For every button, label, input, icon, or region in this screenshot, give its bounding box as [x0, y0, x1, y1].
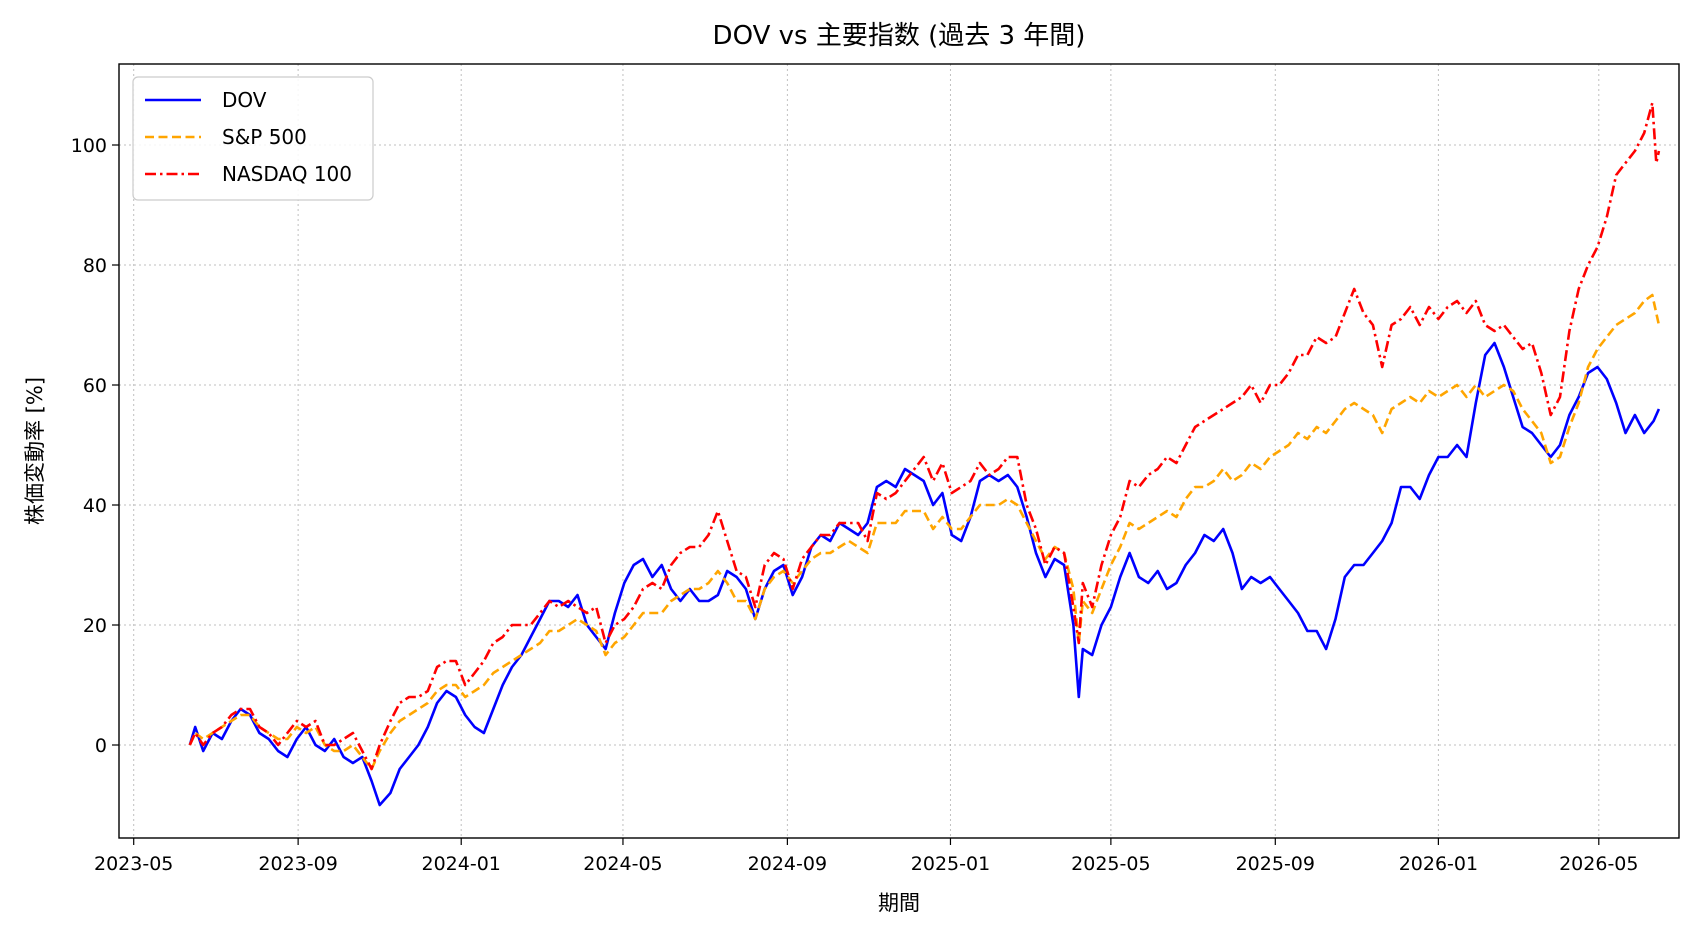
legend: DOV S&P 500 NASDAQ 100	[132, 76, 374, 201]
x-tick-label: 2025-05	[1071, 853, 1150, 875]
y-tick-label: 60	[83, 375, 107, 397]
x-tick-label: 2023-09	[258, 853, 337, 875]
series-lines	[188, 101, 1661, 807]
x-tick-label: 2026-01	[1399, 853, 1478, 875]
x-axis-ticks: 2023-05 2023-09 2024-01 2024-05 2024-09 2025-…	[94, 838, 1638, 875]
y-tick-label: 80	[83, 255, 107, 277]
x-axis-label: 期間	[878, 891, 920, 915]
series-line-dov	[188, 341, 1661, 807]
grid	[119, 64, 1679, 838]
x-tick-label: 2024-01	[422, 853, 501, 875]
series-line-s-p-500	[188, 293, 1661, 771]
plot-frame	[118, 63, 1680, 839]
x-tick-label: 2024-09	[748, 853, 827, 875]
x-tick-label: 2025-09	[1236, 853, 1315, 875]
legend-box	[132, 76, 374, 201]
x-tick-label: 2023-05	[94, 853, 173, 875]
y-axis-label: 株価変動率 [%]	[23, 377, 47, 525]
x-tick-label: 2026-05	[1559, 853, 1638, 875]
y-tick-label: 20	[83, 615, 107, 637]
y-tick-label: 0	[95, 735, 107, 757]
legend-label-sp500: S&P 500	[222, 125, 307, 149]
y-tick-label: 40	[83, 495, 107, 517]
series-line-nasdaq-100	[188, 101, 1661, 771]
y-tick-label: 100	[71, 135, 107, 157]
chart-title: DOV vs 主要指数 (過去 3 年間)	[713, 21, 1086, 51]
y-axis-ticks: 0 20 40 60 80 100	[71, 135, 119, 757]
legend-label-dov: DOV	[222, 88, 267, 112]
legend-label-nasdaq100: NASDAQ 100	[222, 162, 352, 186]
x-tick-label: 2025-01	[911, 853, 990, 875]
x-tick-label: 2024-05	[583, 853, 662, 875]
